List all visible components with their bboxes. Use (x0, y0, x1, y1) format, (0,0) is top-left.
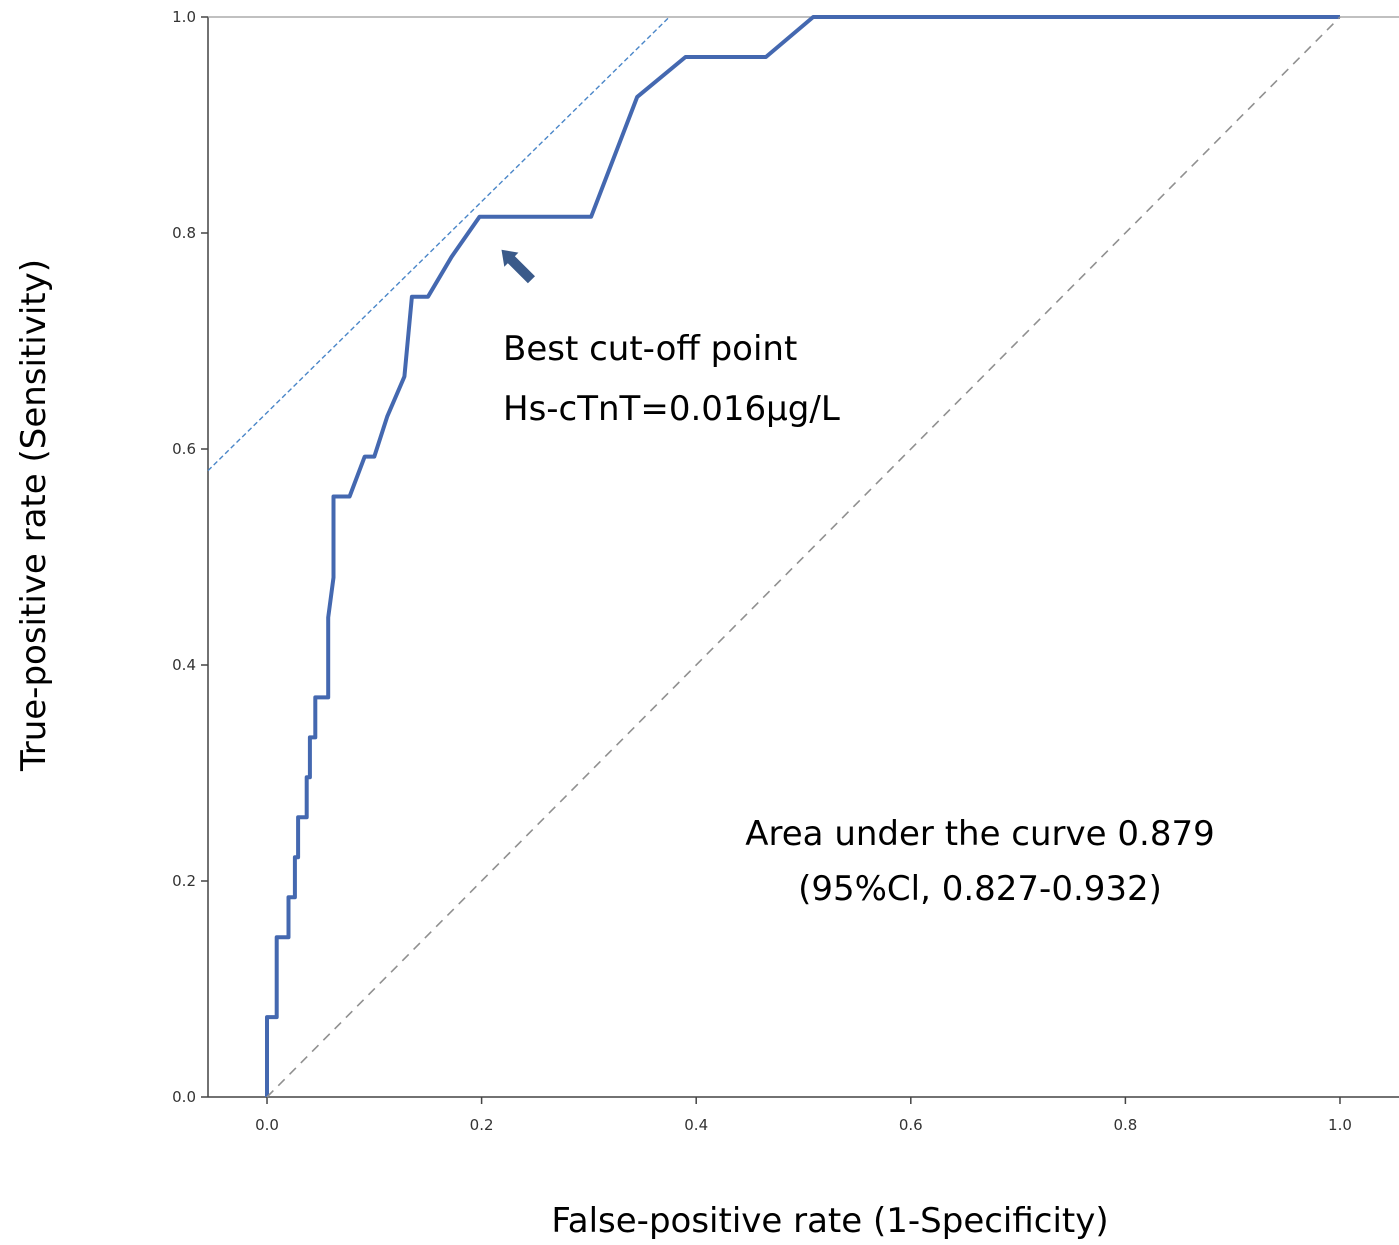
reference-lines (207, 16, 670, 472)
auc-annotation-line2: (95%Cl, 0.827-0.932) (798, 869, 1162, 909)
y-tick-label: 0.6 (172, 440, 196, 458)
y-tick-label: 0.8 (172, 224, 196, 242)
auc-annotation-line1: Area under the curve 0.879 (745, 814, 1214, 854)
y-tick-label: 0.0 (172, 1088, 196, 1106)
x-tick-label: 1.0 (1328, 1116, 1352, 1134)
axes (201, 16, 1399, 1104)
diagonal-reference-line (266, 16, 1341, 1098)
x-tick-label: 0.2 (470, 1116, 494, 1134)
roc-series (265, 15, 1341, 1098)
x-tick-label: 0.8 (1113, 1116, 1137, 1134)
x-tick-label: 0.4 (684, 1116, 708, 1134)
x-axis-title: False-positive rate (1-Specificity) (551, 1201, 1108, 1241)
best-cutoff-arrow (501, 249, 535, 284)
x-tick-label: 0.6 (899, 1116, 923, 1134)
tangent-line (207, 16, 670, 472)
y-tick-label: 1.0 (172, 8, 196, 26)
roc-curve (265, 15, 1340, 1097)
tick-labels: 0.0 0.2 0.4 0.6 0.8 1.0 0.0 0.2 0.4 0.6 0.8 1.0 (172, 8, 1352, 1134)
y-axis-title: True-positive rate (Sensitivity) (14, 259, 54, 772)
y-tick-label: 0.2 (172, 872, 196, 890)
x-tick-label: 0.0 (255, 1116, 279, 1134)
cutoff-annotation-line2: Hs-cTnT=0.016μg/L (503, 389, 840, 429)
y-tick-label: 0.4 (172, 656, 196, 674)
cutoff-annotation-line1: Best cut-off point (503, 329, 797, 369)
